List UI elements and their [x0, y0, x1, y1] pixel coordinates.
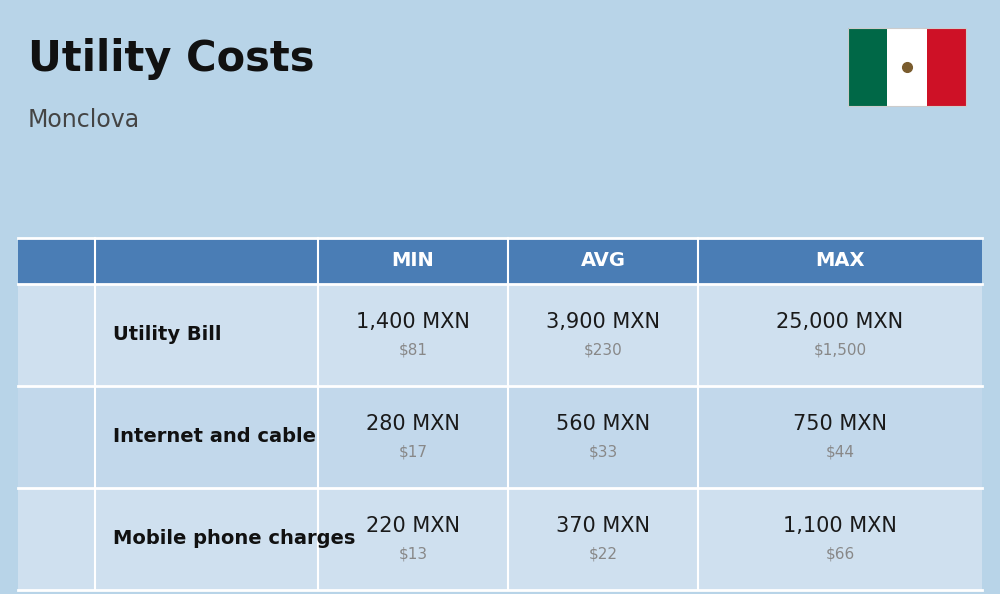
Text: $66: $66: [825, 547, 855, 562]
Text: 560 MXN: 560 MXN: [556, 414, 650, 434]
Text: MAX: MAX: [815, 251, 865, 270]
Text: 1,400 MXN: 1,400 MXN: [356, 312, 470, 331]
Text: 1,100 MXN: 1,100 MXN: [783, 516, 897, 536]
Bar: [887, 28, 927, 106]
Text: $230: $230: [584, 343, 622, 358]
Text: 280 MXN: 280 MXN: [366, 414, 460, 434]
Text: AVG: AVG: [580, 251, 626, 270]
Text: $1,500: $1,500: [813, 343, 867, 358]
Bar: [848, 28, 966, 106]
Text: 3,900 MXN: 3,900 MXN: [546, 312, 660, 331]
Bar: [18, 238, 982, 284]
Text: Utility Costs: Utility Costs: [28, 38, 314, 80]
Text: $17: $17: [398, 445, 428, 460]
Text: 370 MXN: 370 MXN: [556, 516, 650, 536]
Text: $22: $22: [588, 547, 618, 562]
Text: 25,000 MXN: 25,000 MXN: [776, 312, 904, 331]
Text: $81: $81: [398, 343, 428, 358]
Text: Utility Bill: Utility Bill: [113, 326, 222, 345]
Text: $44: $44: [826, 445, 854, 460]
Bar: [18, 284, 982, 386]
Text: $13: $13: [398, 547, 428, 562]
Bar: [927, 28, 966, 106]
Text: Internet and cable: Internet and cable: [113, 428, 316, 447]
Text: $33: $33: [588, 445, 618, 460]
Bar: [848, 28, 887, 106]
Text: 750 MXN: 750 MXN: [793, 414, 887, 434]
Text: Mobile phone charges: Mobile phone charges: [113, 529, 355, 548]
Bar: [18, 488, 982, 590]
Text: 220 MXN: 220 MXN: [366, 516, 460, 536]
Text: MIN: MIN: [392, 251, 434, 270]
Text: Monclova: Monclova: [28, 108, 140, 132]
Bar: [18, 386, 982, 488]
